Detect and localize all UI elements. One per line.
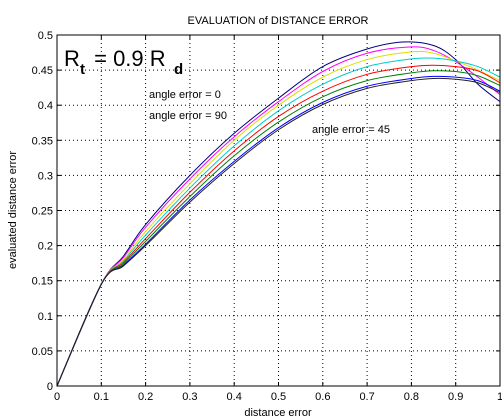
ratio-label-r: R [64,46,80,71]
x-tick-label: 1 [497,391,502,403]
ratio-label-sub-t: t [80,61,85,78]
series-line-6 [56,75,501,387]
x-tick-label: 0.9 [448,391,463,403]
annotation-angle-45: angle error = 45 [312,124,390,136]
annotation-angle-90: angle error = 90 [149,110,227,122]
annotation-angle-0: angle error = 0 [149,89,221,101]
ratio-label: R t = 0.9 R d [64,46,183,78]
y-tick-label: 0.2 [38,241,53,253]
series-line-0 [56,41,501,387]
y-tick-label: 0.45 [32,65,53,77]
x-tick-label: 0.4 [227,391,242,403]
x-tick-label: 0.6 [315,391,330,403]
y-tick-label: 0.4 [38,100,53,112]
series-line-3 [56,57,501,387]
x-tick-label: 0.7 [359,391,374,403]
y-tick-label: 0.1 [38,311,53,323]
y-tick-label: 0.15 [32,276,53,288]
tick-labels: 0 0.1 0.2 0.3 0.4 0.5 0.6 0.7 0.8 0.9 1 0 0.05 0.1 0.1… [32,30,502,403]
grid [57,35,500,386]
series-line-4 [56,64,501,387]
series-line-7 [56,77,501,387]
y-tick-label: 0.05 [32,346,53,358]
axes [56,34,501,387]
x-tick-label: 0 [54,391,60,403]
y-tick-label: 0.3 [38,170,53,182]
y-axis-label: evaluated distance error [7,151,19,269]
x-tick-label: 0.1 [94,391,109,403]
chart-title: EVALUATION of DISTANCE ERROR [188,15,369,27]
x-tick-label: 0.5 [271,391,286,403]
y-tick-label: 0.35 [32,135,53,147]
y-tick-label: 0.25 [32,206,53,218]
series-line-2 [56,50,501,387]
x-tick-label: 0.2 [138,391,153,403]
y-tick-label: 0 [47,381,53,393]
series-line-5 [56,70,501,387]
ratio-label-mid: = 0.9 R [88,46,166,71]
x-axis-label: distance error [244,407,312,419]
series-layer [56,41,501,387]
x-tick-label: 0.8 [404,391,419,403]
y-tick-label: 0.5 [38,30,53,42]
ratio-label-sub-d: d [174,61,183,78]
x-tick-label: 0.3 [182,391,197,403]
